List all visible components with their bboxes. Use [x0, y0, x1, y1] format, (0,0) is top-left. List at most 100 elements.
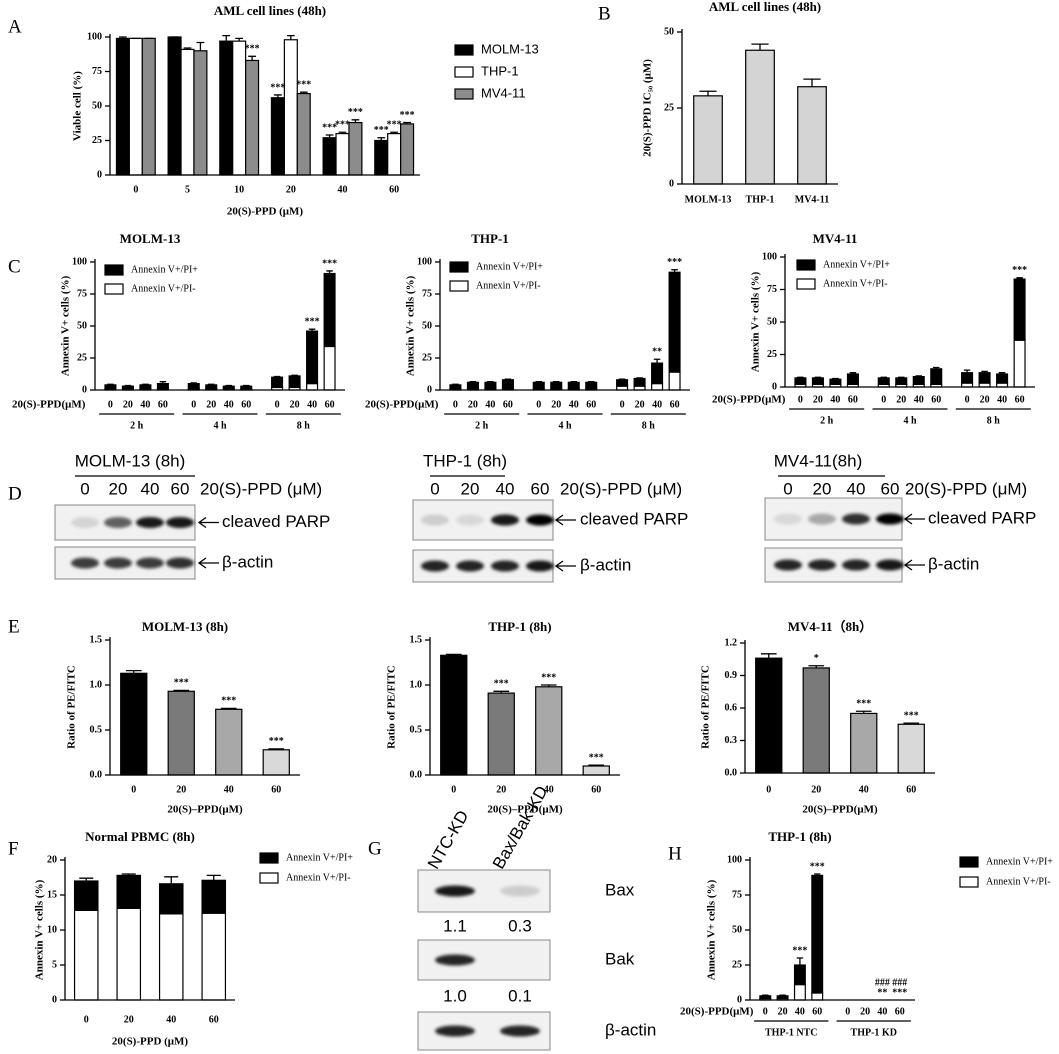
chart-title: MOLM-13 — [120, 231, 181, 246]
row-label: β-actin — [605, 1020, 656, 1039]
band — [435, 1025, 475, 1037]
error-bar — [142, 383, 149, 385]
legend-swatch — [796, 259, 816, 271]
error-bar — [338, 131, 347, 134]
band — [166, 557, 194, 569]
bar — [201, 912, 227, 1001]
x-tick-label: 0 — [131, 784, 136, 795]
x-tick-label: 60 — [812, 1006, 822, 1017]
x-tick-label: 20 — [635, 399, 645, 410]
x-tick-label: 40 — [830, 394, 840, 405]
x-tick-label: 0 — [766, 784, 771, 795]
error-bar — [751, 43, 769, 51]
legend-label: Annexin V+/PI+ — [823, 259, 890, 270]
significance: ** — [652, 347, 662, 358]
panel-label: F — [8, 838, 19, 859]
band — [71, 517, 99, 528]
x-tick-label: 40 — [140, 399, 150, 410]
bar — [802, 667, 830, 774]
error-bar — [814, 873, 821, 876]
y-tick-label: 50 — [767, 316, 777, 327]
x-tick-label: 20 — [123, 399, 133, 410]
bar — [1013, 278, 1026, 341]
x-tick-label: 60 — [906, 784, 916, 795]
error-bar — [183, 47, 192, 50]
chart-title: Normal PBMC (8h) — [85, 829, 195, 844]
legend-swatch — [104, 264, 124, 276]
error-bar — [377, 137, 386, 141]
band-label: cleaved PARP — [222, 512, 330, 531]
chart-title: THP-1 (8h) — [488, 619, 551, 634]
bar — [115, 37, 130, 176]
bar — [668, 271, 681, 373]
band-label: β-actin — [580, 555, 631, 574]
lane-label: 40 — [847, 479, 866, 498]
error-bar — [445, 653, 462, 656]
group-label: 2 h — [130, 420, 144, 431]
legend-label: Annexin V+/PI- — [986, 876, 1051, 887]
group-label: 8 h — [297, 420, 311, 431]
bar — [288, 375, 301, 389]
significance: ### — [875, 977, 890, 988]
lane-label: 20 — [813, 479, 832, 498]
x-tick-label: 60 — [848, 394, 858, 405]
band-label: cleaved PARP — [580, 509, 688, 528]
bar — [651, 362, 664, 385]
error-bar — [196, 41, 205, 51]
y-tick-label: 25 — [664, 102, 674, 113]
y-tick-label: 100 — [762, 251, 777, 262]
error-bar — [291, 374, 298, 376]
x-tick-label: 0 — [763, 1006, 768, 1017]
lane-label: 0 — [783, 479, 792, 498]
bar — [585, 381, 598, 390]
band-quant: 0.3 — [508, 916, 532, 935]
band — [774, 513, 802, 525]
bar — [283, 39, 298, 176]
legend-swatch — [449, 261, 469, 273]
bar — [532, 381, 545, 390]
error-bar — [325, 134, 334, 138]
y-axis-label: Annexin V+ cells (%) — [750, 271, 762, 372]
group-label: 8 h — [642, 420, 656, 431]
bar — [201, 879, 227, 914]
significance: *** — [494, 679, 509, 690]
y-tick-label: 25 — [767, 349, 777, 360]
bar — [811, 874, 824, 994]
error-bar — [699, 90, 717, 96]
treatment-label: 20(S)-PPD (μM) — [200, 479, 322, 498]
band — [456, 514, 484, 526]
y-axis-label: Annexin V+ cells (%) — [60, 275, 72, 376]
arrow — [197, 516, 219, 529]
error-bar — [403, 121, 411, 124]
legend-swatch — [959, 856, 979, 868]
y-tick-label: 1.5 — [90, 634, 103, 645]
legend-label: MOLM-13 — [481, 41, 539, 56]
lane-label: Bax/Bak-KD — [489, 783, 552, 873]
significance: *** — [904, 710, 919, 721]
y-axis-label: Ratio of PE/FITC — [66, 665, 78, 749]
y-tick-label: 1.5 — [410, 634, 423, 645]
band-quant: 0.1 — [508, 986, 532, 1005]
x-tick-label: 40 — [224, 399, 234, 410]
bar — [895, 377, 908, 385]
bar — [616, 379, 629, 387]
x-tick-label: 10 — [234, 184, 244, 195]
x-tick-label: 20 — [896, 394, 906, 405]
y-tick-label: 0.5 — [410, 724, 423, 735]
bar — [116, 874, 142, 909]
group-label: 4 h — [558, 420, 572, 431]
bar — [897, 723, 925, 774]
error-bar — [671, 269, 678, 273]
x-tick-label: MOLM-13 — [685, 194, 732, 205]
error-bar — [779, 994, 786, 996]
y-axis-label: 20(S)-PPD IC₅₀ (μM) — [642, 59, 654, 157]
y-axis-label: Annexin V+ cells (%) — [706, 879, 718, 980]
y-axis-label: Ratio of PE/FITC — [700, 665, 712, 749]
x-tick-label: 0 — [275, 399, 280, 410]
x-tick-label: 40 — [859, 784, 869, 795]
x-tick-label: 20 — [551, 399, 561, 410]
bar — [400, 123, 415, 176]
bar — [193, 50, 208, 176]
x-tick-label: 0 — [191, 399, 196, 410]
